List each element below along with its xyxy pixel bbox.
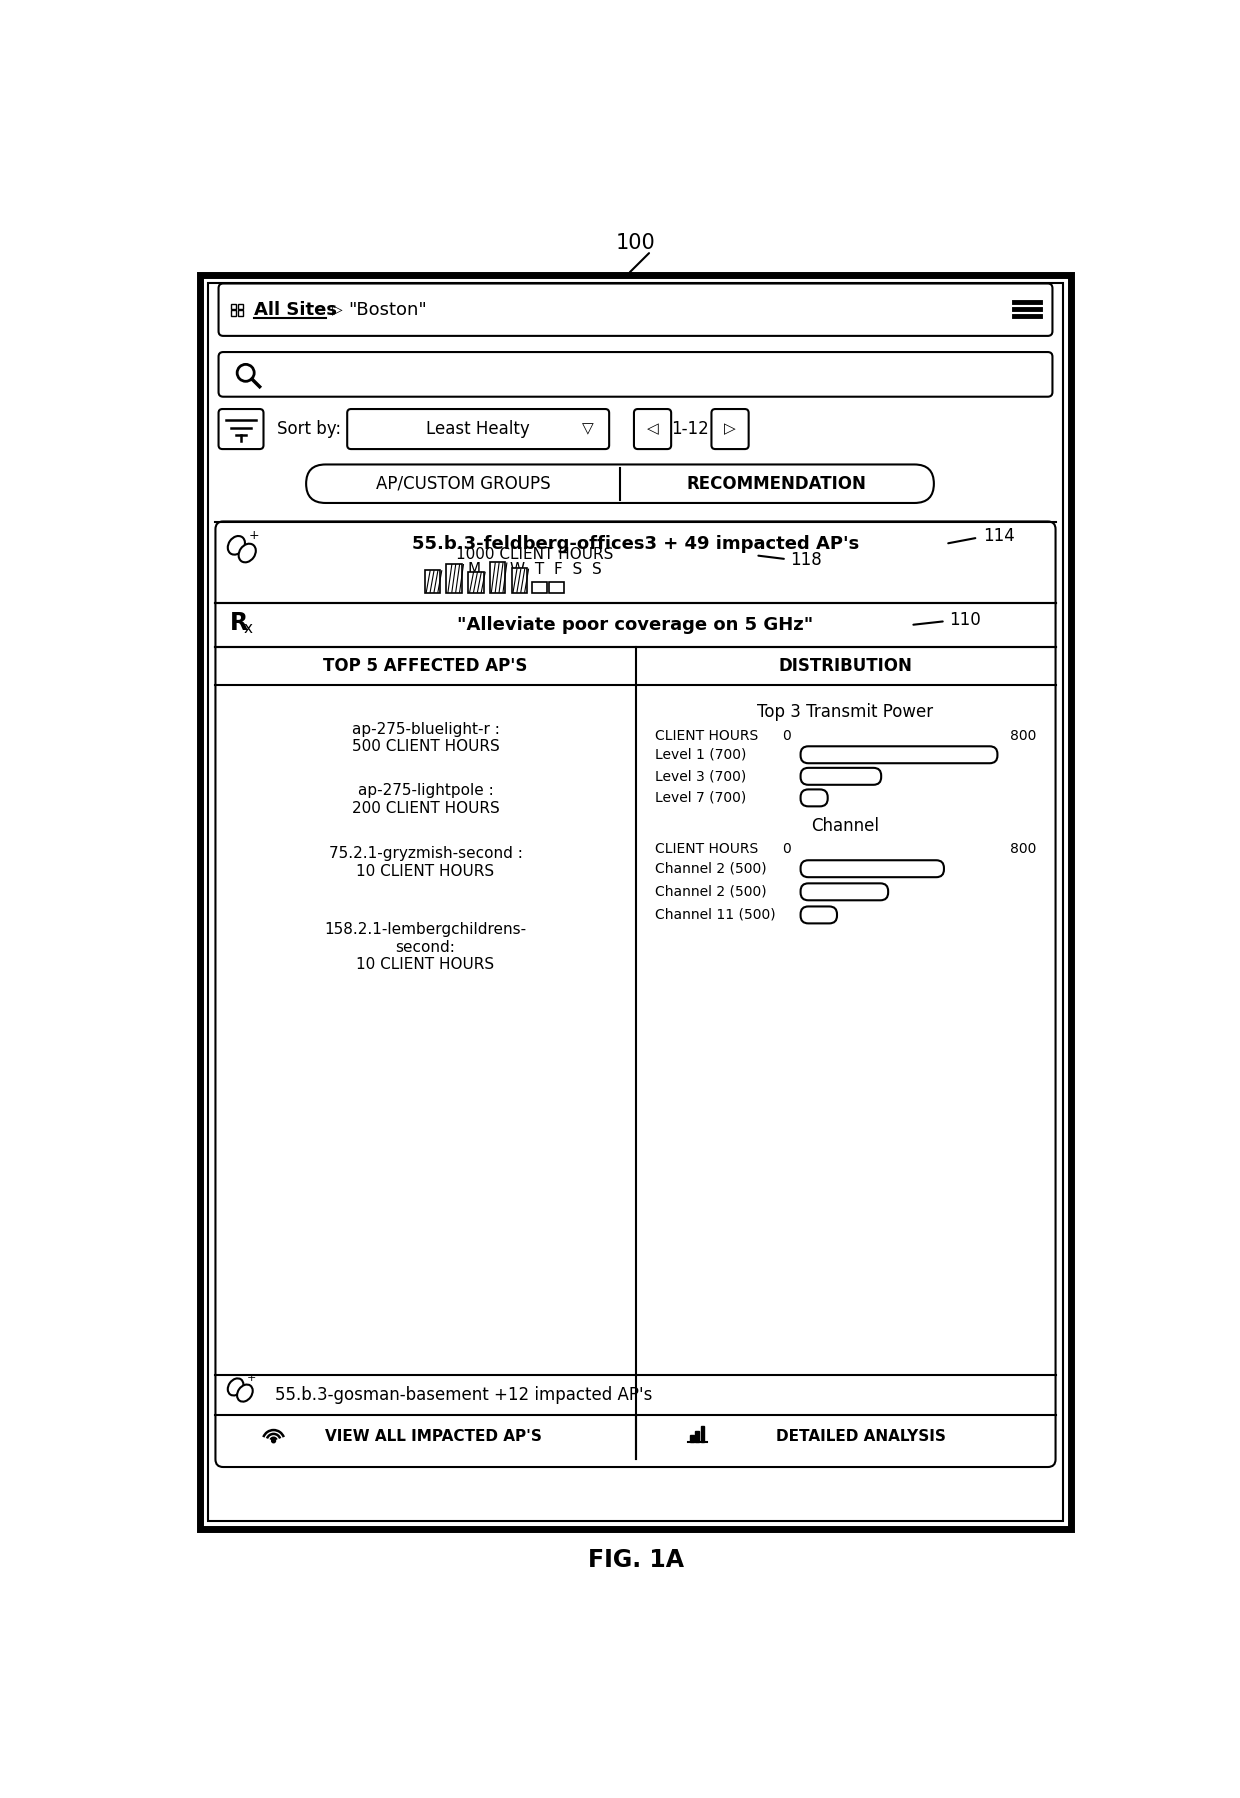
Bar (231, 304, 237, 309)
Ellipse shape (238, 543, 255, 563)
Text: 55.b.3-gosman-basement +12 impacted AP's: 55.b.3-gosman-basement +12 impacted AP's (275, 1386, 652, 1404)
FancyBboxPatch shape (216, 521, 1055, 1467)
Bar (490, 563, 506, 593)
Bar (689, 1435, 693, 1442)
Text: All Sites: All Sites (254, 300, 337, 318)
Text: RECOMMENDATION: RECOMMENDATION (687, 475, 867, 493)
FancyBboxPatch shape (712, 408, 749, 450)
Text: 100: 100 (615, 234, 656, 254)
Text: Channel: Channel (811, 818, 879, 836)
Ellipse shape (237, 1384, 253, 1402)
Bar (207, 282, 1063, 1521)
Text: CLIENT HOURS: CLIENT HOURS (655, 730, 758, 743)
Text: 0: 0 (782, 843, 791, 856)
Text: 0: 0 (782, 730, 791, 743)
Text: ◁: ◁ (647, 421, 658, 437)
Bar (238, 304, 243, 309)
Circle shape (272, 1438, 275, 1442)
Text: Level 3 (700): Level 3 (700) (655, 770, 746, 784)
FancyBboxPatch shape (801, 746, 997, 762)
FancyBboxPatch shape (801, 906, 837, 924)
Text: 1000 CLIENT HOURS: 1000 CLIENT HOURS (456, 547, 614, 563)
Text: x: x (243, 622, 253, 636)
Text: ▷: ▷ (724, 421, 735, 437)
Text: ▽: ▽ (582, 421, 593, 437)
Text: 110: 110 (950, 611, 981, 629)
Text: DISTRIBUTION: DISTRIBUTION (779, 658, 913, 676)
Text: Level 7 (700): Level 7 (700) (655, 791, 746, 806)
Text: Channel 11 (500): Channel 11 (500) (655, 908, 775, 922)
Text: 1-12: 1-12 (671, 421, 708, 439)
Text: VIEW ALL IMPACTED AP'S: VIEW ALL IMPACTED AP'S (325, 1429, 542, 1444)
Text: 118: 118 (791, 550, 822, 568)
FancyBboxPatch shape (347, 408, 609, 450)
Bar (532, 583, 547, 593)
Text: TOP 5 AFFECTED AP'S: TOP 5 AFFECTED AP'S (324, 658, 528, 676)
Bar (231, 311, 237, 316)
FancyBboxPatch shape (801, 768, 882, 784)
FancyBboxPatch shape (801, 789, 828, 806)
Text: 55.b.3-feldberg-offices3 + 49 impacted AP's: 55.b.3-feldberg-offices3 + 49 impacted A… (412, 534, 859, 552)
Text: CLIENT HOURS: CLIENT HOURS (655, 843, 758, 856)
Text: ap-275-lightpole :
200 CLIENT HOURS: ap-275-lightpole : 200 CLIENT HOURS (352, 784, 500, 816)
Bar (696, 1431, 699, 1442)
Text: Top 3 Transmit Power: Top 3 Transmit Power (758, 703, 934, 721)
Text: 75.2.1-gryzmish-second :
10 CLIENT HOURS: 75.2.1-gryzmish-second : 10 CLIENT HOURS (329, 847, 522, 879)
FancyBboxPatch shape (218, 408, 263, 450)
FancyBboxPatch shape (801, 883, 888, 901)
FancyBboxPatch shape (306, 464, 934, 503)
Text: FIG. 1A: FIG. 1A (588, 1548, 683, 1571)
Text: DETAILED ANALYSIS: DETAILED ANALYSIS (776, 1429, 946, 1444)
FancyBboxPatch shape (218, 284, 1053, 336)
Text: R: R (229, 611, 248, 635)
Bar (701, 1426, 704, 1442)
Ellipse shape (228, 1379, 243, 1395)
Bar (446, 565, 463, 593)
FancyBboxPatch shape (218, 352, 1053, 397)
Text: "Alleviate poor coverage on 5 GHz": "Alleviate poor coverage on 5 GHz" (458, 617, 813, 635)
Text: Channel 2 (500): Channel 2 (500) (655, 861, 766, 876)
Bar (549, 583, 564, 593)
Text: Channel 2 (500): Channel 2 (500) (655, 885, 766, 899)
Text: M  T  W  T  F  S  S: M T W T F S S (467, 561, 601, 577)
Text: +: + (247, 1372, 255, 1383)
FancyBboxPatch shape (801, 859, 944, 877)
Text: ap-275-bluelight-r :
500 CLIENT HOURS: ap-275-bluelight-r : 500 CLIENT HOURS (351, 721, 500, 753)
Text: Sort by:: Sort by: (278, 421, 341, 439)
Text: Level 1 (700): Level 1 (700) (655, 748, 746, 762)
Text: +: + (249, 529, 259, 541)
Text: 114: 114 (982, 527, 1014, 545)
Bar (511, 568, 527, 593)
Bar (238, 311, 243, 316)
Text: 158.2.1-lembergchildrens-
second:
10 CLIENT HOURS: 158.2.1-lembergchildrens- second: 10 CLI… (325, 922, 527, 973)
FancyBboxPatch shape (634, 408, 671, 450)
Text: "Boston": "Boston" (348, 300, 428, 318)
Text: 800: 800 (1009, 843, 1037, 856)
Text: AP/CUSTOM GROUPS: AP/CUSTOM GROUPS (376, 475, 551, 493)
Text: Least Healty: Least Healty (427, 421, 529, 439)
Text: ▷: ▷ (332, 302, 342, 316)
Ellipse shape (228, 536, 246, 554)
Bar (424, 570, 440, 593)
Bar (469, 572, 484, 593)
Text: 800: 800 (1009, 730, 1037, 743)
